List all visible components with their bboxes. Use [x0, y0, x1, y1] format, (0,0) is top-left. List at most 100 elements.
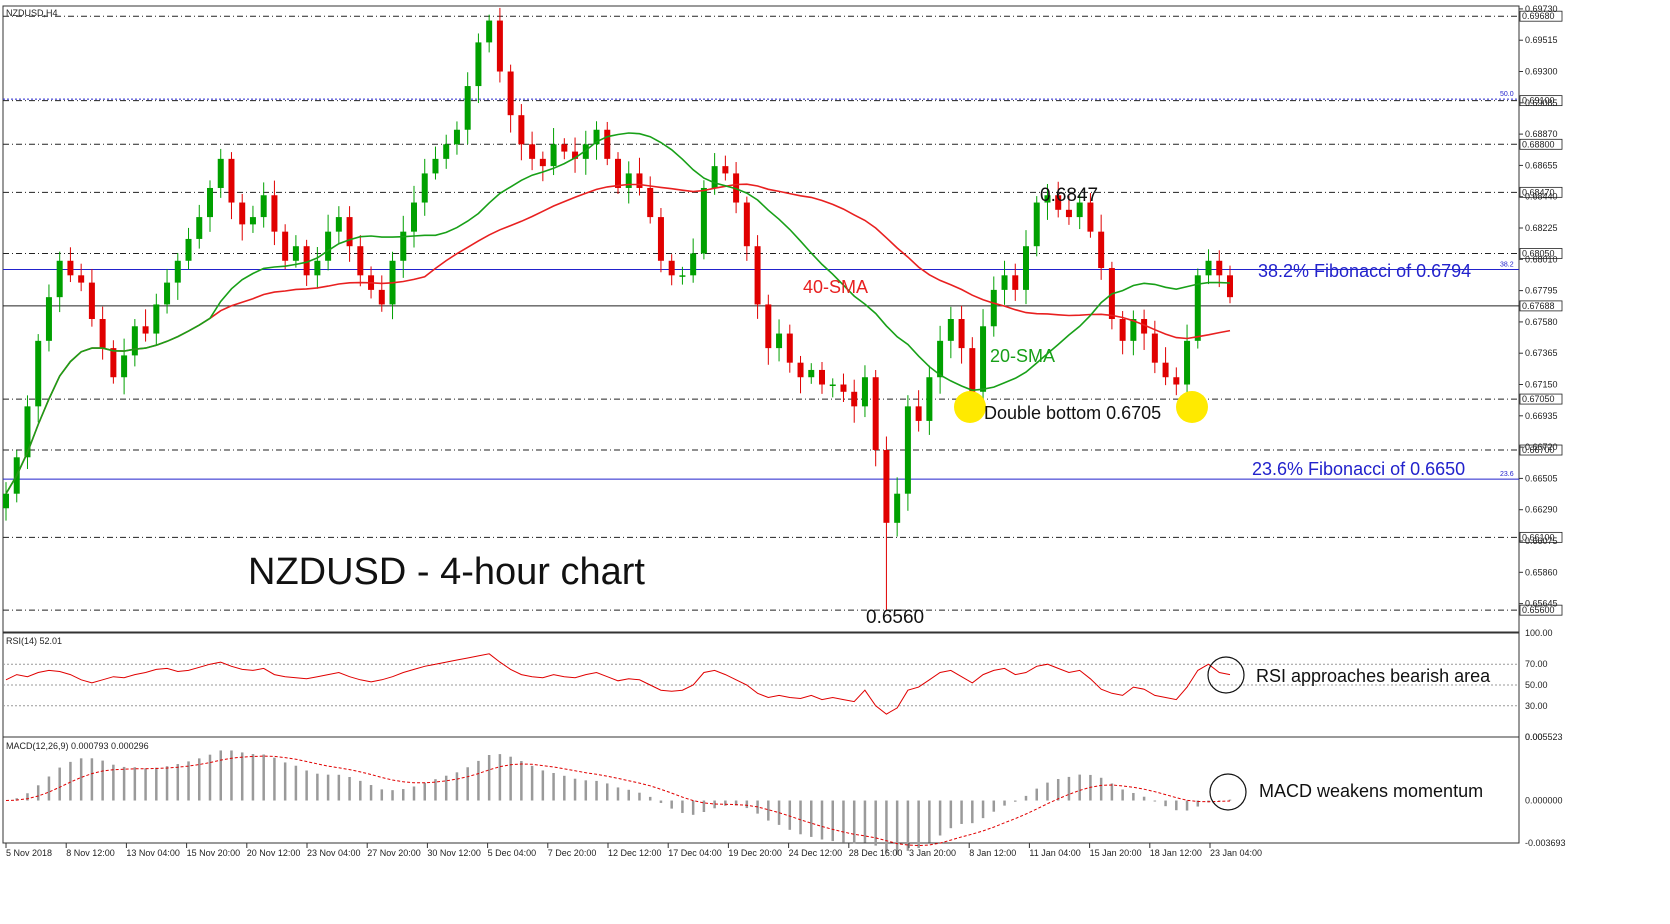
- low-label: 0.6560: [866, 607, 924, 628]
- time-tick-label: 18 Jan 12:00: [1150, 848, 1202, 858]
- candle-body: [711, 166, 718, 188]
- candle-body: [45, 297, 52, 341]
- candle-body: [829, 384, 836, 387]
- level-price-box: [1519, 248, 1563, 259]
- candle-body: [142, 326, 149, 334]
- candle-body: [1151, 333, 1158, 363]
- price-tick-label: 0.69300: [1525, 67, 1558, 77]
- rsi-note: RSI approaches bearish area: [1256, 666, 1491, 686]
- candle-body: [1130, 319, 1137, 341]
- time-tick-label: 28 Dec 16:00: [849, 848, 903, 858]
- sma40-line: [5, 183, 1231, 495]
- sma40-label: 40-SMA: [803, 277, 868, 297]
- fib-tag: 50.0: [1500, 91, 1514, 98]
- candle-body: [1173, 377, 1180, 385]
- rsi-line: [5, 653, 1231, 715]
- candle-body: [88, 282, 95, 319]
- time-tick-label: 20 Nov 12:00: [247, 848, 301, 858]
- candle-body: [969, 348, 976, 392]
- candle-body: [282, 231, 289, 261]
- levels-layer: 0.69680 0.69100 0.68800 0.68470 0.68050 0.676…: [3, 10, 1563, 616]
- time-tick-label: 5 Nov 2018: [6, 848, 52, 858]
- candle-body: [883, 450, 890, 523]
- macd-note-circle: [1209, 773, 1247, 811]
- price-tick-label: 0.68010: [1525, 254, 1558, 264]
- price-tick-label: 0.66720: [1525, 442, 1558, 452]
- price-axis-layer: 0.69730 0.69515 0.69300 0.69085 0.68870 0.686…: [1519, 4, 1558, 609]
- sma20-label: 20-SMA: [990, 346, 1055, 366]
- candle-body: [325, 231, 332, 261]
- chart-title: NZDUSD - 4-hour chart: [248, 551, 645, 593]
- macd-signal-line: [5, 755, 1231, 847]
- level-price-box: [1519, 186, 1563, 198]
- time-tick-label: 11 Jan 04:00: [1029, 848, 1080, 858]
- candle-body: [947, 319, 954, 341]
- candle-body: [78, 275, 85, 283]
- level-price-label: 0.67688: [1522, 301, 1555, 311]
- level-price-label: 0.66700: [1522, 445, 1555, 455]
- price-tick-label: 0.66075: [1525, 536, 1558, 546]
- level-price-box: [1519, 138, 1563, 150]
- candle-body: [185, 238, 192, 261]
- candle-body: [861, 377, 868, 407]
- time-tick-label: 27 Nov 20:00: [367, 848, 421, 858]
- price-tick-label: 0.65645: [1525, 599, 1558, 609]
- price-tick-label: 0.68225: [1525, 223, 1558, 233]
- candle-body: [743, 202, 750, 247]
- candle-body: [1055, 195, 1062, 210]
- rsi-tick-label: 70.00: [1525, 659, 1548, 669]
- candle-body: [1162, 362, 1169, 378]
- time-tick-label: 19 Dec 20:00: [728, 848, 782, 858]
- candle-body: [475, 42, 482, 87]
- fib-tag: 23.6: [1500, 471, 1514, 478]
- candle-body: [1065, 209, 1072, 218]
- price-tick-label: 0.67150: [1525, 380, 1558, 390]
- main-panel-frame: [2, 5, 1520, 633]
- candle-body: [421, 173, 428, 203]
- level-price-box: [1519, 95, 1563, 107]
- time-tick-label: 3 Jan 20:00: [909, 848, 956, 858]
- candle-body: [1076, 202, 1083, 218]
- rsi-tick-label: 30.00: [1525, 701, 1548, 711]
- candle-body: [657, 217, 664, 261]
- level-price-label: 0.69680: [1522, 11, 1555, 21]
- price-tick-label: 0.67365: [1525, 348, 1558, 358]
- candle-body: [679, 275, 686, 277]
- candle-body: [851, 391, 858, 407]
- time-tick-label: 17 Dec 04:00: [668, 848, 722, 858]
- candle-body: [1001, 275, 1008, 290]
- candle-body: [443, 144, 450, 159]
- candle-body: [164, 282, 171, 305]
- candle-body: [464, 86, 471, 130]
- candle-body: [239, 202, 246, 225]
- candle-body: [797, 362, 804, 378]
- candle-body: [346, 217, 353, 247]
- macd-note: MACD weakens momentum: [1259, 781, 1483, 801]
- candle-body: [819, 369, 825, 385]
- candle-body: [400, 231, 407, 261]
- candle-body: [980, 326, 987, 392]
- candle-body: [786, 333, 793, 363]
- candle-body: [904, 406, 911, 494]
- candle-body: [1098, 231, 1105, 269]
- candle-body: [24, 406, 31, 458]
- price-tick-label: 0.67580: [1525, 317, 1558, 327]
- candle-body: [539, 158, 546, 167]
- candle-body: [722, 166, 729, 174]
- time-tick-label: 8 Jan 12:00: [969, 848, 1016, 858]
- sma-layer: [5, 132, 1231, 495]
- level-price-box: [1519, 444, 1563, 456]
- candle-body: [1023, 246, 1029, 290]
- candle-body: [765, 304, 772, 349]
- sma20-line: [5, 132, 1231, 495]
- time-tick-label: 30 Nov 12:00: [427, 848, 481, 858]
- level-price-box: [1519, 300, 1563, 312]
- candle-body: [99, 319, 106, 349]
- macd-header: MACD(12,26,9) 0.000793 0.000296: [6, 741, 149, 751]
- candle-body: [411, 202, 417, 232]
- candle-body: [1119, 319, 1126, 341]
- candle-body: [1087, 202, 1094, 232]
- candle-body: [1227, 275, 1233, 298]
- candle-body: [690, 253, 697, 276]
